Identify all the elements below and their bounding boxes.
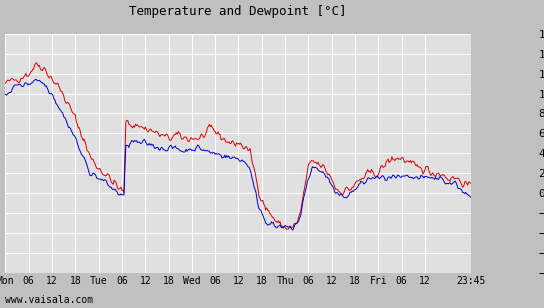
Text: www.vaisala.com: www.vaisala.com — [5, 295, 94, 305]
Text: 06: 06 — [23, 276, 35, 286]
Text: 23:45: 23:45 — [456, 276, 485, 286]
Text: Tue: Tue — [90, 276, 108, 286]
Text: 06: 06 — [116, 276, 128, 286]
Text: 18: 18 — [163, 276, 175, 286]
Text: 06: 06 — [209, 276, 221, 286]
Text: 12: 12 — [326, 276, 338, 286]
Text: Temperature and Dewpoint [°C]: Temperature and Dewpoint [°C] — [129, 5, 347, 18]
Text: 06: 06 — [395, 276, 407, 286]
Text: Thu: Thu — [276, 276, 294, 286]
Text: 18: 18 — [349, 276, 361, 286]
Text: Mon: Mon — [0, 276, 14, 286]
Text: 06: 06 — [302, 276, 314, 286]
Text: Fri: Fri — [369, 276, 387, 286]
Text: 12: 12 — [139, 276, 151, 286]
Text: 12: 12 — [46, 276, 58, 286]
Text: 18: 18 — [70, 276, 81, 286]
Text: Wed: Wed — [183, 276, 201, 286]
Text: 18: 18 — [256, 276, 268, 286]
Text: 12: 12 — [419, 276, 431, 286]
Text: 12: 12 — [233, 276, 244, 286]
